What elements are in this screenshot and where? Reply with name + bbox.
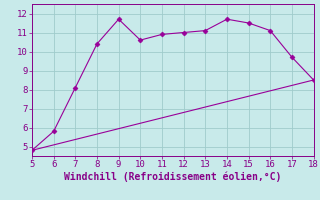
X-axis label: Windchill (Refroidissement éolien,°C): Windchill (Refroidissement éolien,°C)	[64, 172, 282, 182]
